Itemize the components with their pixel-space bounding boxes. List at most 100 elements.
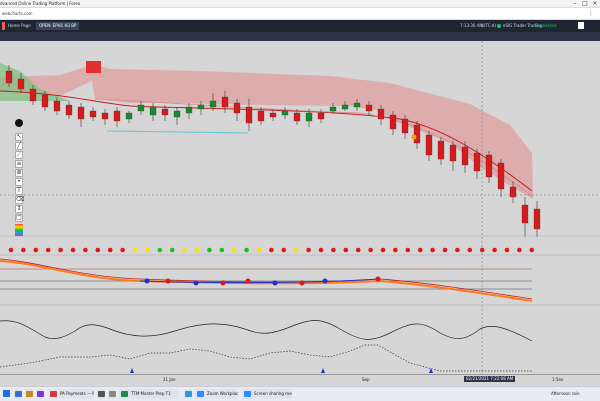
taskbar-item[interactable] xyxy=(108,389,116,399)
weather-label: Afternoon rain xyxy=(551,391,580,396)
app-icon xyxy=(50,391,57,397)
candle xyxy=(533,208,541,230)
taskbar-item[interactable] xyxy=(97,389,105,399)
eraser-tool-icon[interactable]: ⌫ xyxy=(15,196,25,204)
account-icon[interactable] xyxy=(578,22,584,29)
candle xyxy=(425,134,433,156)
app-icon xyxy=(197,391,204,397)
dot-tool-icon[interactable]: • xyxy=(15,178,23,186)
time-axis-label: Sep xyxy=(362,377,370,382)
price-chart-canvas[interactable] xyxy=(0,41,600,374)
momentum-dot xyxy=(193,280,199,286)
candle xyxy=(161,108,169,116)
connection-label: eSIG Trader Trading xyxy=(503,23,543,28)
color-picker-icon[interactable] xyxy=(15,224,23,236)
platform-toolbar: Home Page OPEN: EPH1 H3 BP 7:13:36 AM (U… xyxy=(0,20,600,32)
signal-dot xyxy=(269,247,274,253)
time-axis-label: 1:5ex xyxy=(552,377,564,382)
signal-dot xyxy=(169,247,175,253)
signal-dot xyxy=(8,247,14,253)
alert-marker xyxy=(86,61,101,73)
signal-dot xyxy=(219,247,225,253)
momentum-panel xyxy=(0,258,533,302)
signal-dot xyxy=(455,247,460,253)
candle xyxy=(281,110,289,116)
volume-line xyxy=(0,344,532,372)
symbol-tab[interactable]: OPEN: EPH1 H3 BP xyxy=(36,22,80,30)
candle xyxy=(77,106,85,120)
taskbar-item[interactable]: PA Payments — M xyxy=(48,389,94,399)
candle xyxy=(29,88,37,102)
taskbar-item[interactable] xyxy=(36,389,44,399)
minimize-icon[interactable]: – xyxy=(573,0,577,7)
candle xyxy=(341,104,349,110)
signal-dot xyxy=(529,247,535,253)
taskbar-item-label: TTM Master Prep T1 xyxy=(131,391,171,396)
signal-dot xyxy=(244,247,249,253)
taskbar-item[interactable]: Zoom Workplace xyxy=(195,389,238,399)
maximize-icon[interactable]: □ xyxy=(582,0,588,7)
chart-area[interactable]: ↖ ╱ ⟋ ≡ ≣ • T ⌫ ↕ □ xyxy=(0,41,600,374)
start-menu-icon[interactable] xyxy=(3,390,10,397)
taskbar-item[interactable] xyxy=(14,389,22,399)
signal-dot xyxy=(393,247,398,253)
browser-menu-icon[interactable]: ⋮ xyxy=(588,10,594,17)
shape-tool-icon[interactable]: □ xyxy=(15,214,23,222)
taskbar-item[interactable]: TTM Master Prep T1 xyxy=(119,389,179,399)
signal-dot xyxy=(33,247,39,253)
candle xyxy=(89,110,97,118)
tab-title[interactable]: dvanced Online Trading Platform | Forex xyxy=(0,1,81,6)
browser-title-bar: dvanced Online Trading Platform | Forex … xyxy=(0,0,600,8)
signal-dot xyxy=(120,247,125,253)
signal-dot xyxy=(417,247,423,253)
candle xyxy=(269,112,277,118)
crosshair-tool-icon[interactable] xyxy=(15,119,23,127)
signal-dot xyxy=(331,247,336,253)
ray-tool-icon[interactable]: ⟋ xyxy=(15,151,23,159)
signal-dot xyxy=(430,247,435,253)
cursor-tool-icon[interactable]: ↖ xyxy=(15,133,23,141)
home-tab[interactable]: Home Page xyxy=(8,23,31,28)
candle xyxy=(293,112,301,122)
candle xyxy=(173,110,181,118)
text-tool-icon[interactable]: T xyxy=(15,187,23,195)
time-axis: 21 Jan Sep 1:5ex 02/21/2021 7:22:08 AM xyxy=(0,374,600,387)
candle xyxy=(473,152,481,172)
taskbar-item-label: Screen sharing mee xyxy=(254,391,292,396)
candle xyxy=(485,154,493,178)
candle xyxy=(461,146,469,166)
buy-arrow-icon xyxy=(130,368,134,373)
app-icon xyxy=(26,391,33,397)
app-icon xyxy=(109,391,116,397)
momentum-line-red xyxy=(0,258,533,300)
taskbar-item[interactable] xyxy=(184,389,192,399)
address-bar[interactable]: webcharts.com ⋮ xyxy=(0,8,600,20)
taskbar-item[interactable] xyxy=(25,389,33,399)
line-tool-icon[interactable]: ╱ xyxy=(15,142,23,150)
taskbar-item-label: PA Payments — M xyxy=(60,391,94,396)
momentum-line-orange xyxy=(0,260,533,302)
app-icon xyxy=(185,391,192,397)
url-text[interactable]: webcharts.com xyxy=(2,11,33,16)
trend-line xyxy=(106,130,249,134)
taskbar-item[interactable]: Screen sharing mee xyxy=(242,389,292,399)
signal-dot xyxy=(306,247,311,253)
app-icon xyxy=(98,391,105,397)
close-icon[interactable]: × xyxy=(592,0,598,7)
fibonacci-tool-icon[interactable]: ≣ xyxy=(15,169,23,177)
measure-tool-icon[interactable]: ↕ xyxy=(15,205,23,213)
candle xyxy=(101,112,109,120)
candle xyxy=(353,102,361,108)
clock-session: (UTC-4) xyxy=(481,23,497,28)
candle xyxy=(317,112,325,120)
candle xyxy=(329,106,337,112)
candle xyxy=(185,106,193,114)
candle xyxy=(377,108,385,120)
indicator-cloud xyxy=(0,63,533,199)
channel-tool-icon[interactable]: ≡ xyxy=(15,160,23,168)
candle xyxy=(257,110,265,122)
momentum-dot xyxy=(272,280,278,286)
candlestick-series xyxy=(5,65,541,237)
candle xyxy=(17,78,25,90)
candle xyxy=(245,106,253,124)
